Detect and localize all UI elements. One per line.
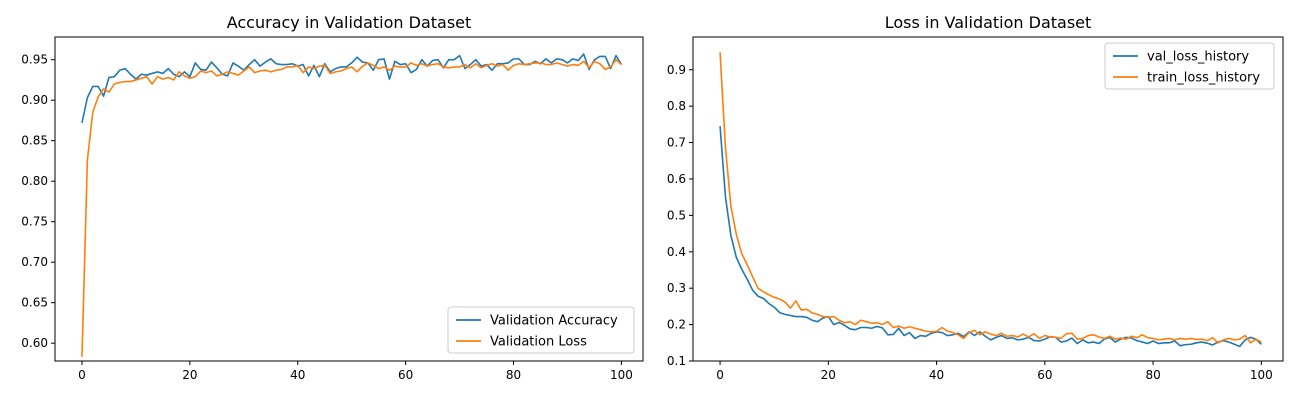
legend: val_loss_history train_loss_history bbox=[1104, 42, 1275, 90]
series-line-1 bbox=[719, 126, 1262, 348]
x-tick-label: 100 bbox=[1250, 368, 1273, 382]
x-tick-label: 60 bbox=[1037, 368, 1052, 382]
x-tick-label: 80 bbox=[506, 368, 521, 382]
x-tick-label: 100 bbox=[610, 368, 633, 382]
series-line-2 bbox=[81, 58, 622, 357]
legend: Validation Accuracy Validation Loss bbox=[447, 306, 635, 354]
y-tick-label: 0.80 bbox=[21, 174, 48, 188]
legend-label-1: Validation Accuracy bbox=[490, 314, 618, 329]
accuracy-chart: Accuracy in Validation Dataset 0 20 40 60 80 1… bbox=[21, 13, 644, 382]
series-line-2 bbox=[719, 52, 1262, 344]
legend-box bbox=[1104, 42, 1275, 90]
y-tick-label: 0.60 bbox=[21, 336, 48, 350]
x-tick-label: 40 bbox=[290, 368, 305, 382]
legend-box bbox=[447, 306, 635, 354]
x-tick-label: 40 bbox=[929, 368, 944, 382]
x-tick-label: 0 bbox=[78, 368, 86, 382]
y-tick-label: 0.1 bbox=[667, 354, 686, 368]
x-tick-label: 0 bbox=[716, 368, 724, 382]
y-tick-label: 0.70 bbox=[21, 255, 48, 269]
x-tick-label: 20 bbox=[182, 368, 197, 382]
x-tick-label: 20 bbox=[821, 368, 836, 382]
y-tick-label: 0.95 bbox=[21, 53, 48, 67]
y-tick-label: 0.75 bbox=[21, 215, 48, 229]
chart-title: Accuracy in Validation Dataset bbox=[227, 13, 472, 32]
y-tick-label: 0.3 bbox=[667, 281, 686, 295]
y-tick-label: 0.4 bbox=[667, 245, 686, 259]
y-tick-label: 0.2 bbox=[667, 318, 686, 332]
y-tick-label: 0.8 bbox=[667, 99, 686, 113]
y-tick-label: 0.7 bbox=[667, 136, 686, 150]
y-tick-label: 0.90 bbox=[21, 93, 48, 107]
loss-chart: Loss in Validation Dataset 0 20 40 60 80 100 0.… bbox=[667, 13, 1284, 382]
plot-frame bbox=[54, 36, 644, 362]
legend-label-1: val_loss_history bbox=[1147, 50, 1249, 65]
x-tick-label: 60 bbox=[398, 368, 413, 382]
series-line-1 bbox=[81, 53, 623, 124]
y-tick-label: 0.5 bbox=[667, 208, 686, 222]
chart-title: Loss in Validation Dataset bbox=[885, 13, 1092, 32]
y-tick-label: 0.9 bbox=[667, 63, 686, 77]
y-tick-label: 0.85 bbox=[21, 134, 48, 148]
legend-label-2: train_loss_history bbox=[1147, 71, 1260, 86]
y-tick-label: 0.6 bbox=[667, 172, 686, 186]
plot-frame bbox=[692, 36, 1284, 362]
y-tick-label: 0.65 bbox=[21, 296, 48, 310]
x-tick-label: 80 bbox=[1145, 368, 1160, 382]
legend-label-2: Validation Loss bbox=[490, 335, 587, 350]
